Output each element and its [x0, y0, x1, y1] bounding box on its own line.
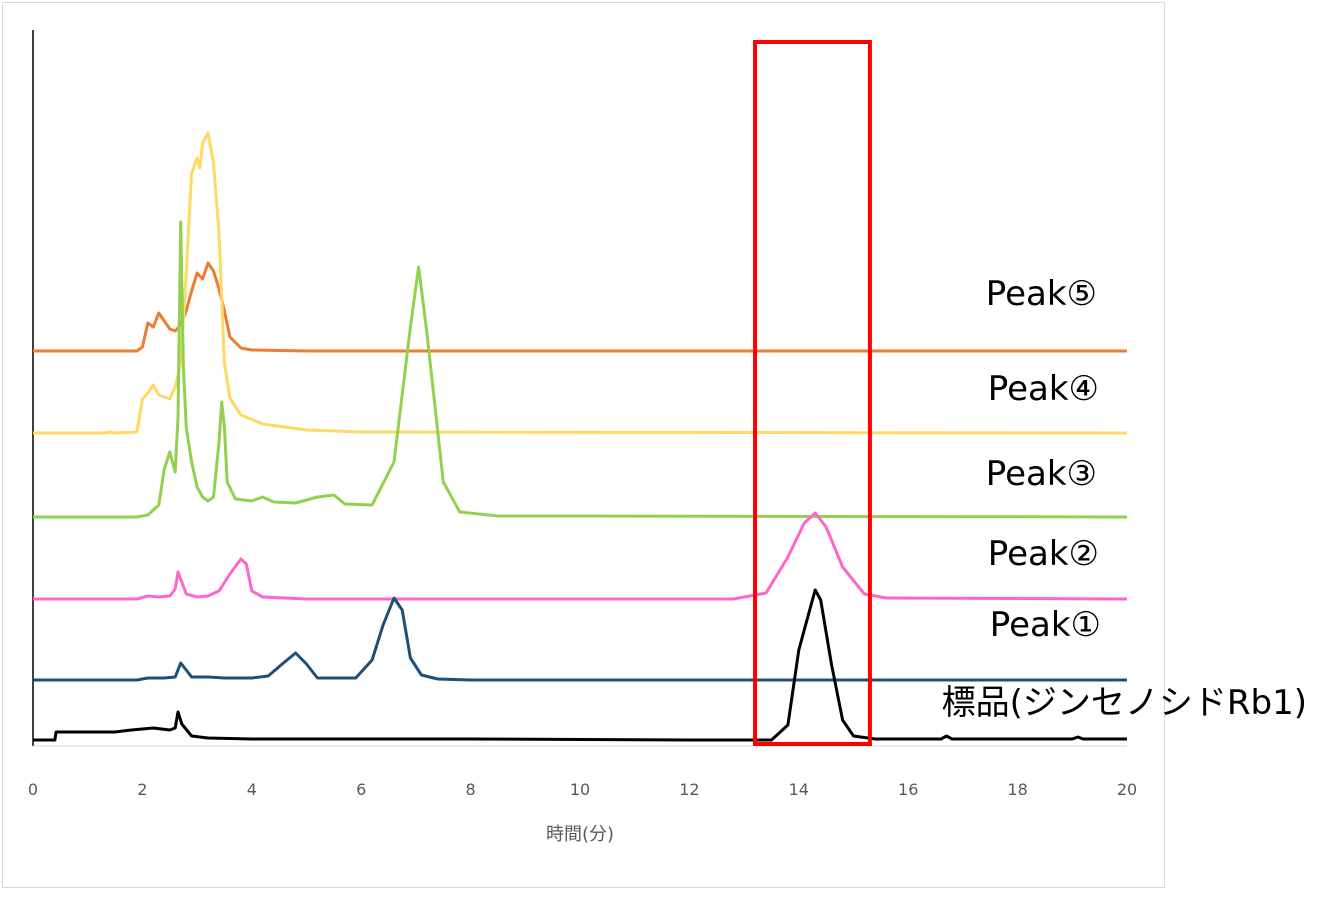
series-line: [33, 588, 1127, 742]
x-tick-label: 2: [137, 780, 147, 799]
x-tick-label: 10: [570, 780, 590, 799]
x-tick-label: 18: [1007, 780, 1027, 799]
x-tick-label: 14: [789, 780, 809, 799]
series-labels: Peak⑤ Peak④ Peak③ Peak② Peak① 標品(ジンセノシドRb1): [942, 274, 1307, 723]
series-line: [33, 511, 1128, 601]
series-line: [33, 596, 1127, 682]
series-label: Peak③: [986, 454, 1097, 494]
x-axis-title: 時間(分): [546, 824, 614, 845]
x-tick-labels: 0 2 4 6 8 10 12 14 16 18 20: [28, 780, 1137, 799]
highlight-box: [753, 40, 872, 746]
x-tick-label: 6: [356, 780, 366, 799]
series-label: Peak⑤: [986, 274, 1097, 314]
x-tick-label: 4: [247, 780, 257, 799]
series-label: 標品(ジンセノシドRb1): [942, 683, 1307, 723]
x-tick-label: 12: [679, 780, 699, 799]
x-tick-label: 20: [1117, 780, 1137, 799]
series-line: [33, 261, 1127, 353]
x-tick-label: 8: [466, 780, 476, 799]
series-line: [33, 220, 1128, 519]
series-line: [33, 131, 1128, 435]
series-traces: [33, 131, 1128, 742]
series-label: Peak①: [990, 605, 1101, 645]
x-tick-label: 0: [28, 780, 38, 799]
x-tick-label: 16: [898, 780, 918, 799]
series-label: Peak②: [988, 534, 1099, 574]
series-label: Peak④: [988, 369, 1099, 409]
